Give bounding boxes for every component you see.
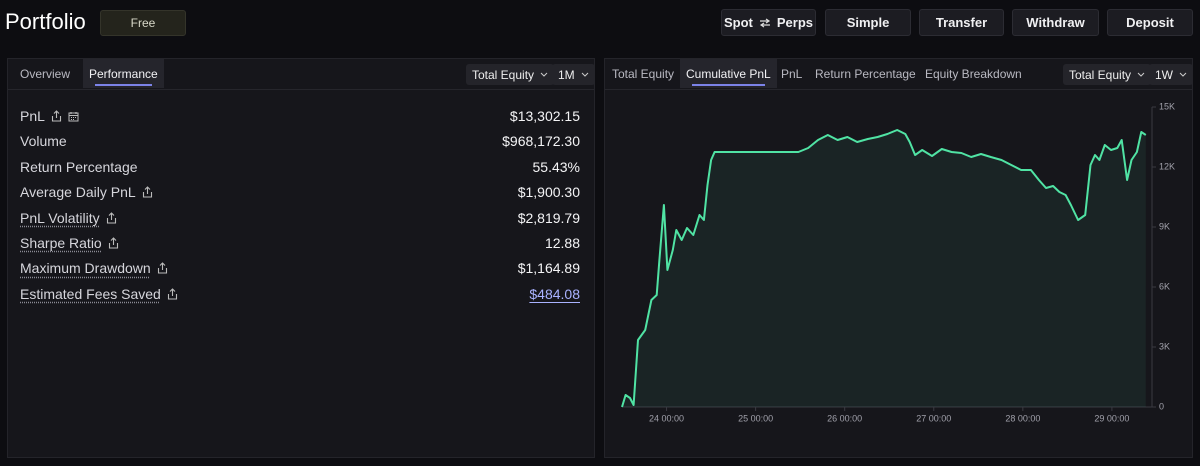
tab[interactable]: PnL — [781, 66, 803, 81]
swap-icon — [759, 18, 770, 27]
y-tick-label: 15K — [1159, 101, 1175, 111]
tab[interactable]: Overview — [20, 66, 71, 81]
stat-label: PnL — [20, 108, 45, 124]
stat-row: Average Daily PnL $1,900.30 — [20, 182, 580, 202]
x-tick-label: 25 00:00 — [738, 413, 773, 423]
simple-button[interactable]: Simple — [825, 9, 911, 36]
share-icon[interactable] — [157, 262, 168, 274]
chart-tabs: Total Equity Cumulative PnL PnL Return P… — [605, 59, 1193, 90]
x-tick-label: 26 00:00 — [827, 413, 862, 423]
x-tick-label: 27 00:00 — [916, 413, 951, 423]
stat-row: Maximum Drawdown $1,164.89 — [20, 258, 580, 278]
stat-value: 12.88 — [544, 235, 580, 251]
stat-label: Average Daily PnL — [20, 184, 136, 201]
share-icon[interactable] — [167, 288, 178, 300]
dropdown-label: 1M — [558, 67, 575, 82]
stats-tabs: Overview Performance Total Equity 1M — [8, 59, 595, 90]
stat-value: 55.43% — [532, 158, 580, 175]
perps-label: Perps — [776, 15, 814, 30]
tab[interactable]: Return Percentage — [815, 66, 916, 81]
stat-label: Sharpe Ratio — [20, 235, 102, 251]
dropdown-label: Total Equity — [472, 67, 535, 82]
dropdown[interactable]: 1W — [1149, 64, 1193, 85]
stat-label: Maximum Drawdown — [20, 260, 151, 277]
dropdown-label: 1W — [1155, 67, 1173, 82]
y-tick-label: 3K — [1159, 341, 1170, 351]
stat-value[interactable]: $484.08 — [529, 285, 580, 302]
plan-badge: Free — [100, 10, 186, 36]
area-line — [621, 129, 1147, 408]
stat-row: PnL Volatility $2,819.79 — [20, 208, 580, 228]
x-tick-label: 24 00:00 — [649, 413, 684, 423]
chevron — [1179, 72, 1187, 77]
y-tick-label: 12K — [1159, 161, 1175, 171]
stat-value: $2,819.79 — [517, 209, 580, 226]
dropdown[interactable]: Total Equity — [1063, 64, 1152, 85]
dropdown[interactable]: 1M — [552, 64, 595, 85]
stat-row: Return Percentage 55.43% — [20, 157, 580, 177]
deposit-button[interactable]: Deposit — [1107, 9, 1193, 36]
spot-perps-toggle[interactable]: Spot Perps — [721, 9, 816, 36]
dropdown-label: Total Equity — [1069, 67, 1132, 82]
area-fill — [622, 130, 1146, 407]
stat-label: PnL Volatility — [20, 209, 100, 226]
share-icon[interactable] — [108, 237, 119, 249]
transfer-button[interactable]: Transfer — [919, 9, 1004, 36]
tab[interactable]: Equity Breakdown — [925, 66, 1022, 81]
stat-value: $13,302.15 — [509, 108, 580, 124]
tab-active[interactable]: Performance — [83, 59, 164, 88]
stat-value: $1,164.89 — [517, 260, 580, 277]
withdraw-button[interactable]: Withdraw — [1012, 9, 1099, 36]
stat-value: $1,900.30 — [517, 184, 580, 201]
chevron — [581, 72, 589, 77]
x-tick-label: 29 00:00 — [1094, 413, 1129, 423]
stat-label: Return Percentage — [20, 158, 138, 175]
x-tick-label: 28 00:00 — [1005, 413, 1040, 423]
chevron — [1137, 72, 1145, 77]
stat-value: $968,172.30 — [502, 133, 580, 150]
tab[interactable]: Total Equity — [612, 66, 675, 81]
chart-panel: Total Equity Cumulative PnL PnL Return P… — [604, 58, 1193, 458]
y-tick-label: 9K — [1159, 221, 1170, 231]
spot-label: Spot — [723, 15, 753, 30]
y-tick-label: 6K — [1159, 281, 1170, 291]
stats-panel: Overview Performance Total Equity 1M PnL… — [7, 58, 595, 458]
stat-row: Estimated Fees Saved $484.08 — [20, 284, 580, 304]
chevron — [540, 72, 548, 77]
stat-row: Sharpe Ratio 12.88 — [20, 233, 580, 253]
share-icon[interactable] — [142, 186, 153, 198]
y-tick-label: 0 — [1159, 401, 1164, 411]
dropdown[interactable]: Total Equity — [466, 64, 555, 85]
stat-label: Estimated Fees Saved — [20, 285, 161, 302]
share-icon[interactable] — [51, 110, 62, 122]
share-icon[interactable] — [106, 211, 117, 224]
tab-active[interactable]: Cumulative PnL — [680, 59, 777, 88]
stat-label: Volume — [20, 133, 67, 150]
calendar-icon[interactable] — [68, 111, 79, 122]
page-title: Portfolio — [5, 9, 86, 34]
stat-row: PnL $13,302.15 — [20, 106, 580, 126]
stat-row: Volume $968,172.30 — [20, 131, 580, 151]
